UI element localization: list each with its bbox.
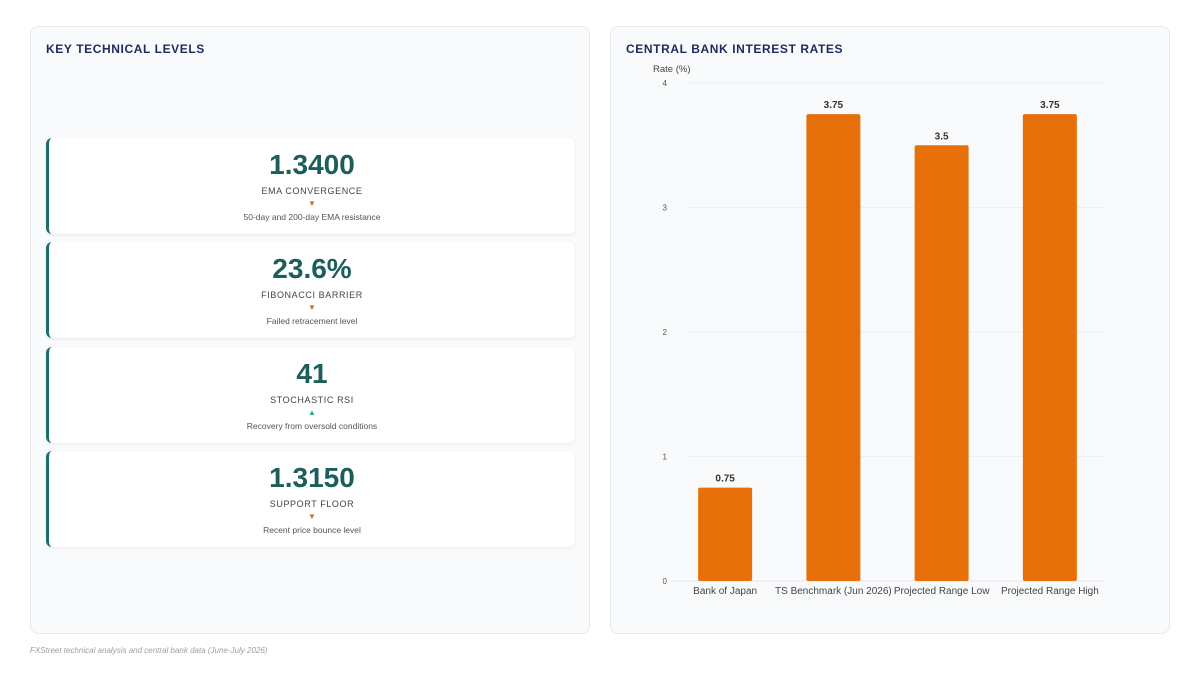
y-axis-title: Rate (%) bbox=[653, 64, 690, 75]
x-category-label: Bank of Japan bbox=[693, 586, 757, 597]
level-card-stochastic-rsi: 41 STOCHASTIC RSI ▲ Recovery from overso… bbox=[46, 347, 575, 443]
level-value: 1.3400 bbox=[269, 149, 355, 180]
level-card-fibonacci-barrier: 23.6% FIBONACCI BARRIER ▼ Failed retrace… bbox=[46, 242, 575, 338]
level-description: Failed retracement level bbox=[266, 316, 358, 326]
data-label: 0.75 bbox=[715, 474, 735, 485]
arrow-down-icon: ▼ bbox=[308, 199, 316, 208]
arrow-down-icon: ▼ bbox=[308, 512, 316, 521]
data-label: 3.75 bbox=[1040, 100, 1060, 111]
central-bank-rates-panel: CENTRAL BANK INTEREST RATES Rate (%) 0 1 2… bbox=[610, 26, 1170, 634]
y-tick-label: 0 bbox=[663, 577, 668, 586]
source-footnote: FXStreet technical analysis and central … bbox=[30, 646, 268, 655]
interest-rate-bar-chart: Rate (%) 0 1 2 3 4 0.75 Bank of Japan 3.75 TS Be… bbox=[653, 64, 1104, 597]
level-description: 50-day and 200-day EMA resistance bbox=[243, 212, 381, 222]
arrow-up-icon: ▲ bbox=[308, 408, 316, 417]
y-tick-label: 1 bbox=[663, 453, 668, 462]
panel-title: KEY TECHNICAL LEVELS bbox=[46, 42, 205, 56]
level-value: 1.3150 bbox=[269, 462, 355, 493]
bar bbox=[914, 145, 969, 581]
level-value: 41 bbox=[296, 358, 328, 389]
level-description: Recent price bounce level bbox=[263, 525, 361, 535]
level-label: STOCHASTIC RSI bbox=[270, 395, 354, 405]
level-label: FIBONACCI BARRIER bbox=[261, 290, 363, 300]
level-card-support-floor: 1.3150 SUPPORT FLOOR ▼ Recent price boun… bbox=[46, 451, 575, 547]
level-value: 23.6% bbox=[272, 253, 352, 284]
y-tick-label: 3 bbox=[663, 204, 668, 213]
y-tick-label: 2 bbox=[663, 328, 668, 337]
level-label: EMA CONVERGENCE bbox=[261, 186, 363, 196]
bar bbox=[806, 114, 861, 581]
level-card-ema-convergence: 1.3400 EMA CONVERGENCE ▼ 50-day and 200-… bbox=[46, 138, 575, 234]
arrow-down-icon: ▼ bbox=[308, 303, 316, 312]
data-label: 3.5 bbox=[935, 131, 949, 142]
data-label: 3.75 bbox=[824, 100, 844, 111]
level-label: SUPPORT FLOOR bbox=[269, 499, 355, 509]
key-technical-levels-panel: KEY TECHNICAL LEVELS 1.3400 EMA CONVERGE… bbox=[30, 26, 590, 634]
x-category-label: Projected Range High bbox=[1001, 586, 1099, 597]
y-tick-label: 4 bbox=[663, 79, 668, 88]
x-category-label: Projected Range Low bbox=[894, 586, 990, 597]
panel-title: CENTRAL BANK INTEREST RATES bbox=[626, 42, 844, 56]
bar bbox=[698, 487, 753, 581]
x-category-label: TS Benchmark (Jun 2026) bbox=[775, 586, 892, 597]
level-description: Recovery from oversold conditions bbox=[246, 421, 378, 431]
bar bbox=[1022, 114, 1077, 581]
